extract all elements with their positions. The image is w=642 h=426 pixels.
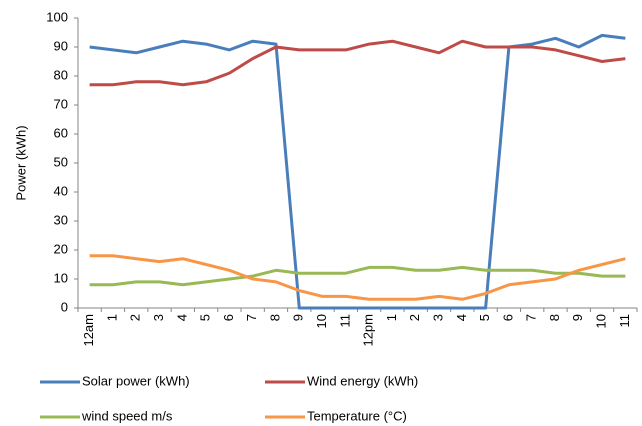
x-tick-label: 5 [198, 314, 213, 321]
y-tick-label: 30 [54, 212, 68, 227]
x-tick-label: 8 [547, 314, 562, 321]
x-tick-label: 2 [407, 314, 422, 321]
y-tick-label: 70 [54, 96, 68, 111]
x-tick-label: 4 [454, 314, 469, 321]
y-tick-label: 100 [46, 9, 68, 24]
x-tick-label: 11 [617, 314, 632, 328]
y-tick-label: 50 [54, 154, 68, 169]
x-tick-label: 9 [291, 314, 306, 321]
x-tick-label: 3 [430, 314, 445, 321]
series-line [89, 265, 626, 287]
x-tick-label: 3 [151, 314, 166, 321]
legend-label: wind speed m/s [81, 408, 173, 423]
y-tick-label: 80 [54, 67, 68, 82]
series-line [89, 33, 626, 310]
x-tick-label: 7 [524, 314, 539, 321]
x-tick-label: 1 [384, 314, 399, 321]
y-tick-label: 20 [54, 241, 68, 256]
legend-label: Solar power (kWh) [82, 373, 190, 388]
x-tick-label: 6 [221, 314, 236, 321]
y-axis-label: Power (kWh) [13, 125, 28, 200]
series-line [89, 254, 626, 301]
x-tick-label: 10 [594, 314, 609, 328]
x-tick-label: 11 [337, 314, 352, 328]
x-tick-label: 2 [128, 314, 143, 321]
legend-label: Wind energy (kWh) [307, 373, 418, 388]
x-tick-label: 1 [104, 314, 119, 321]
y-tick-label: 90 [54, 38, 68, 53]
x-tick-label: 6 [500, 314, 515, 321]
series-line [89, 39, 626, 87]
x-tick-label: 10 [314, 314, 329, 328]
x-tick-label: 4 [174, 314, 189, 321]
y-tick-label: 60 [54, 125, 68, 140]
x-tick-label: 7 [244, 314, 259, 321]
y-tick-label: 40 [54, 183, 68, 198]
x-tick-label: 12pm [361, 314, 376, 347]
x-tick-label: 9 [570, 314, 585, 321]
y-tick-label: 0 [61, 299, 68, 314]
y-tick-label: 10 [54, 270, 68, 285]
x-tick-label: 5 [477, 314, 492, 321]
x-tick-label: 8 [267, 314, 282, 321]
x-tick-label: 12am [81, 314, 96, 347]
legend-label: Temperature (°C) [307, 408, 407, 423]
